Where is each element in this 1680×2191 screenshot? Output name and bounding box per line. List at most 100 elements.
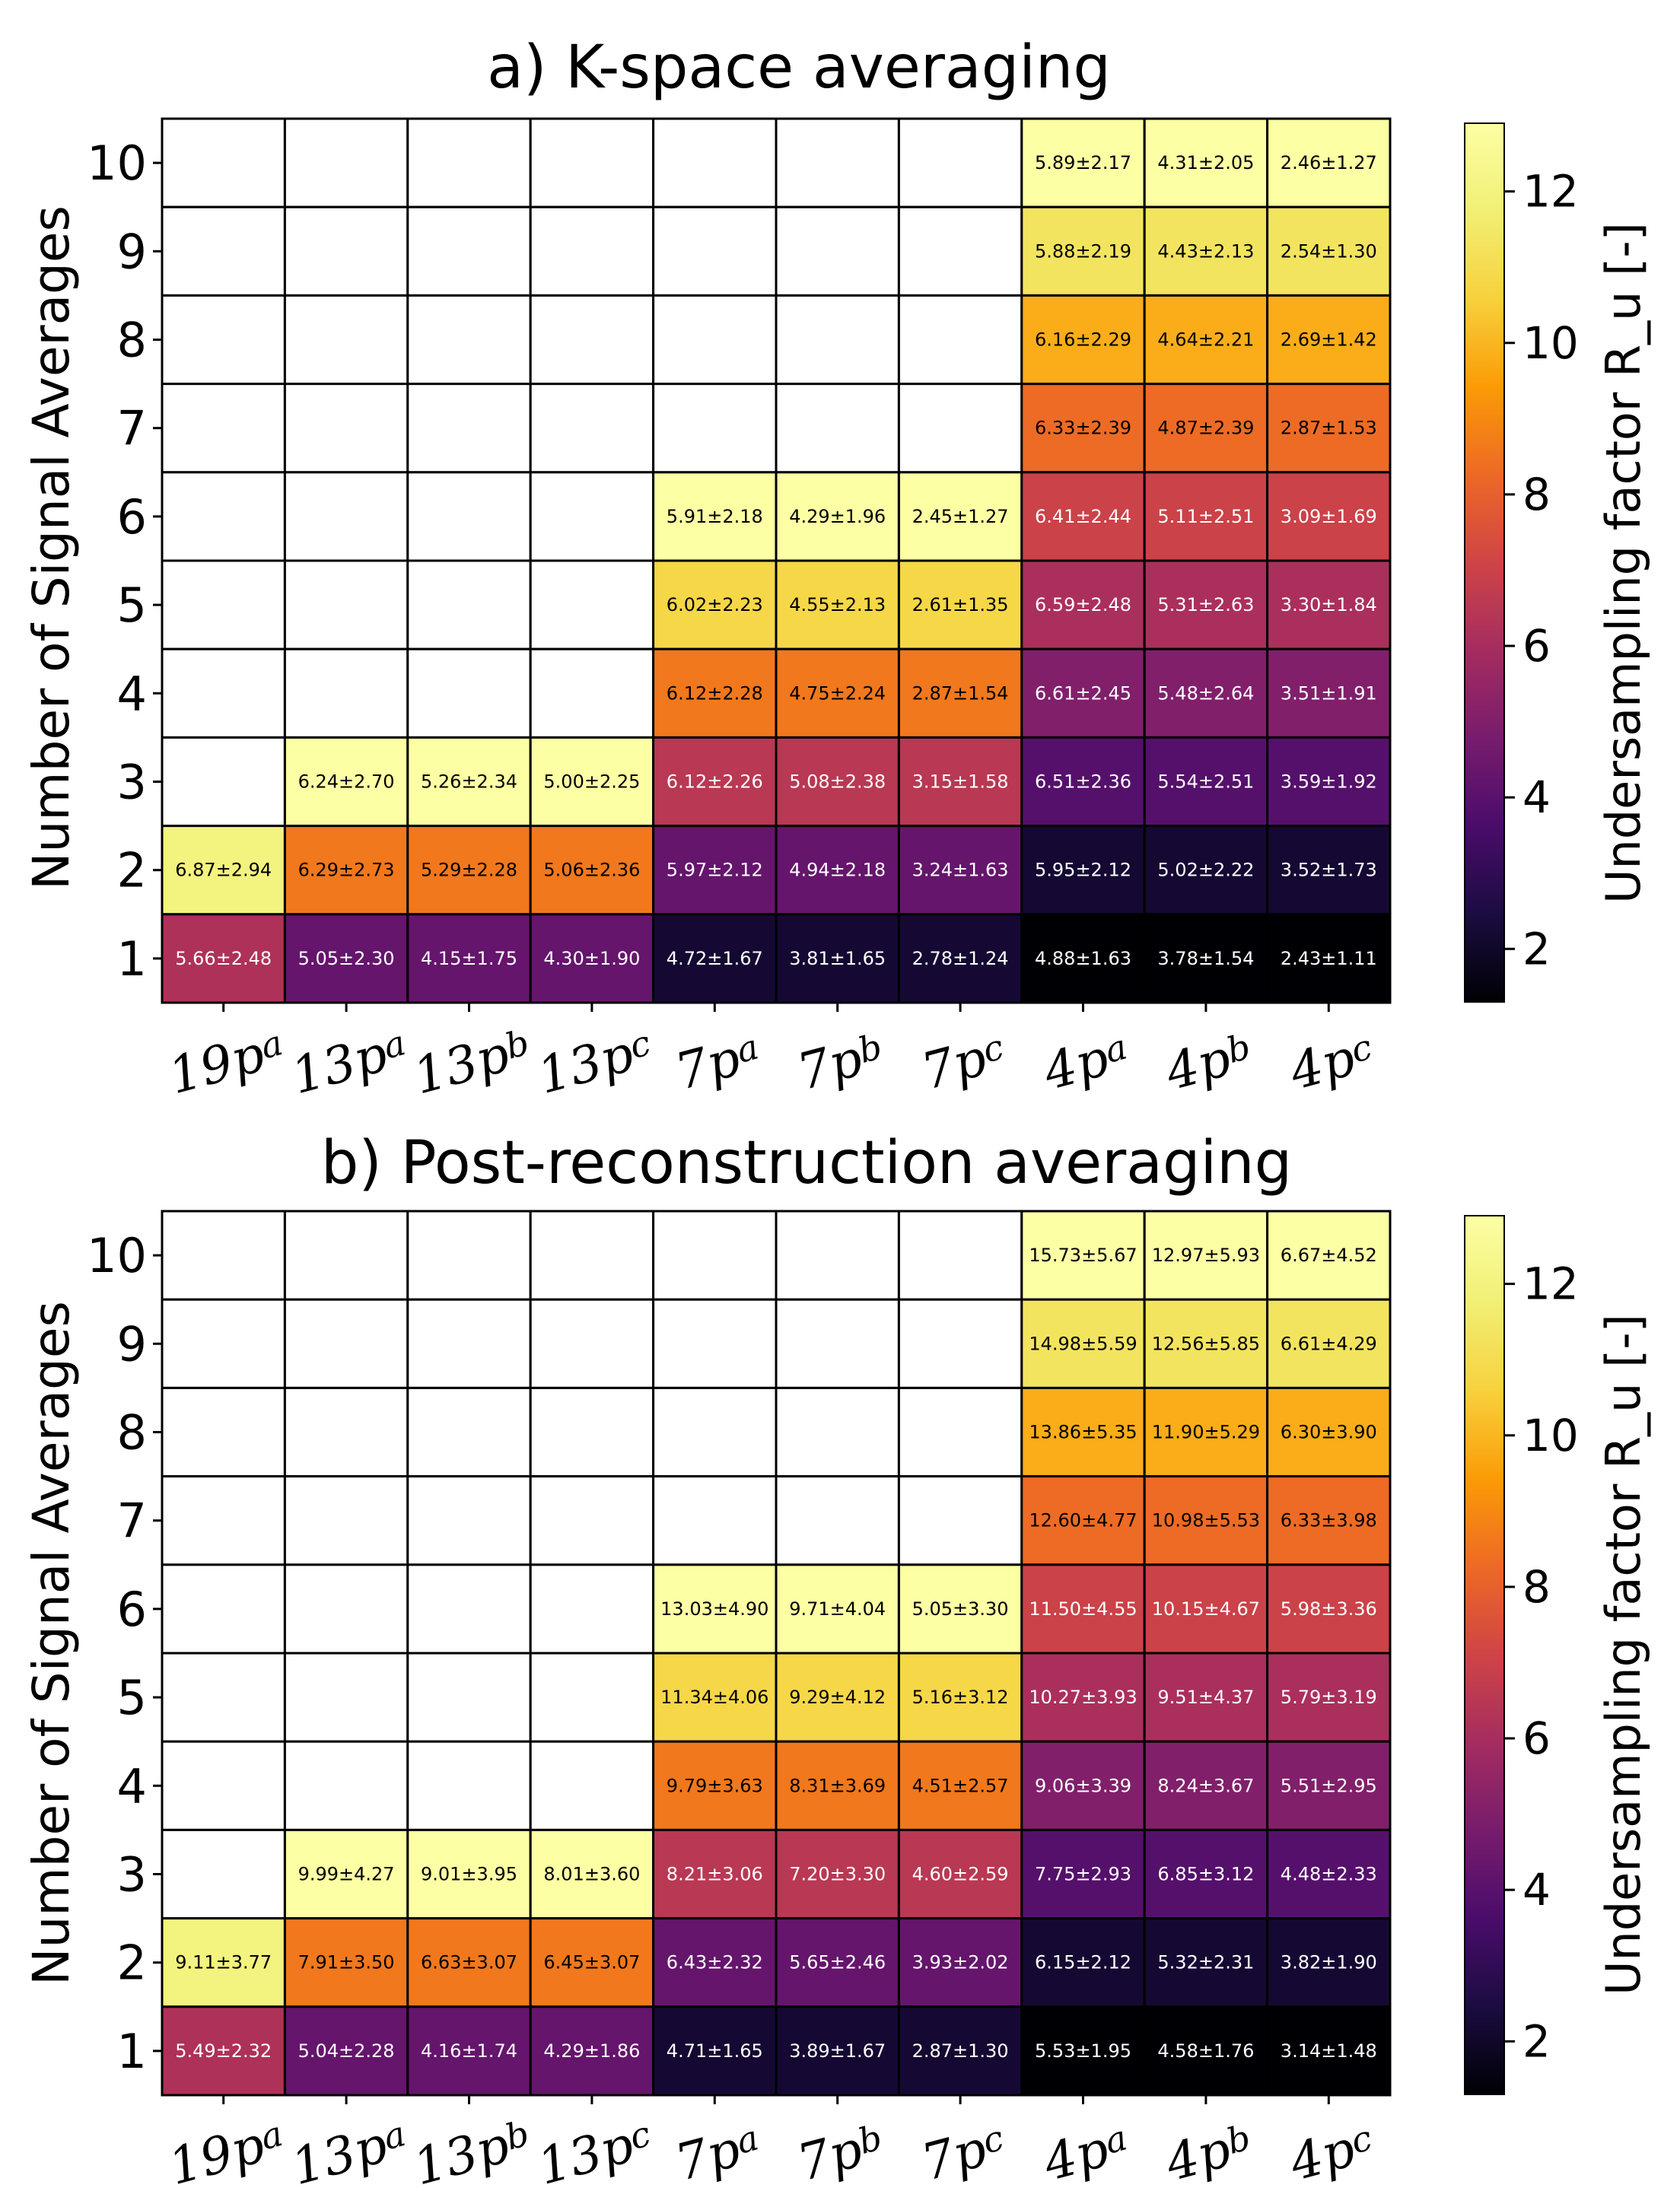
panel-a-colorbar [1464, 122, 1505, 1003]
panel-b-cell-label-r5-c6: 5.16±3.12 [912, 1687, 1009, 1708]
panel-a-cell-label-r4-c9: 3.09±1.69 [1281, 506, 1377, 527]
panel-b-cell-r4-c1 [283, 1563, 409, 1655]
panel-b-cell-label-r0-c9: 6.67±4.52 [1281, 1245, 1377, 1266]
panel-a-cell-label-r6-c4: 6.12±2.28 [667, 682, 763, 704]
panel-b-x-tick-5: 7pb [791, 2113, 890, 2191]
panel-a-cell-label-r8-c5: 4.94±2.18 [789, 860, 886, 881]
panel-b-cell-r8-c2 [406, 1917, 532, 2008]
panel-b-cell-r2-c2 [406, 1386, 532, 1478]
panel-a-cell-label-r9-c3: 4.30±1.90 [543, 948, 640, 969]
panel-b-cell-r9-c3 [529, 2005, 655, 2097]
panel-b-cell-r7-c0 [161, 1828, 286, 1920]
panel-b-cell-label-r3-c8: 10.98±5.53 [1152, 1510, 1260, 1531]
panel-b-cell-label-r9-c4: 4.71±1.65 [667, 2040, 763, 2062]
panel-b-cell-label-r7-c2: 9.01±3.95 [421, 1864, 517, 1885]
panel-b-cell-r5-c2 [406, 1652, 532, 1743]
panel-a-cell-r2-c2 [406, 294, 532, 386]
panel-b-y-axis-label: Number of Signal Averages [22, 1301, 81, 1986]
panel-b-cell-label-r0-c7: 15.73±5.67 [1029, 1245, 1137, 1266]
panel-a-cell-label-r0-c7: 5.89±2.17 [1035, 152, 1131, 173]
panel-a-cell-r0-c8 [1143, 117, 1269, 208]
panel-a-cell-r8-c6 [897, 825, 1023, 916]
panel-b-cell-label-r9-c3: 4.29±1.86 [543, 2040, 640, 2062]
panel-a-cell-r2-c3 [529, 294, 655, 386]
panel-a-x-tick-9: 4pc [1283, 1023, 1379, 1102]
panel-a-x-tick-7: 4pa [1037, 1023, 1135, 1102]
panel-a-cell-r9-c3 [529, 913, 655, 1004]
panel-b-cell-r3-c3 [529, 1475, 655, 1566]
panel-a-cell-r5-c0 [161, 559, 286, 650]
panel-b-cell-label-r9-c7: 5.53±1.95 [1035, 2040, 1131, 2062]
panel-b-grid: 15.73±5.67 12.97±5.93 6.67±4.52 14.98±5.59 1… [161, 1210, 1392, 2097]
panel-a-cell-label-r4-c8: 5.11±2.51 [1157, 506, 1254, 527]
panel-a-cell-r5-c1 [283, 559, 409, 650]
panel-a-cell-r1-c3 [529, 205, 655, 297]
panel-a-cell-label-r7-c5: 5.08±2.38 [789, 771, 886, 793]
panel-a-cell-r2-c1 [283, 294, 409, 386]
panel-a-x-tick-6: 7pc [915, 1023, 1011, 1102]
panel-a-cell-r9-c5 [775, 913, 900, 1004]
panel-a-cell-r1-c1 [283, 205, 409, 297]
panel-a-cell-r5-c9 [1266, 559, 1392, 650]
panel-b-cell-r3-c4 [652, 1475, 778, 1566]
panel-a-cell-r2-c5 [775, 294, 900, 386]
panel-a-cell-r8-c8 [1143, 825, 1269, 916]
panel-a-cell-label-r9-c8: 3.78±1.54 [1157, 948, 1254, 969]
panel-b-cell-label-r5-c5: 9.29±4.12 [789, 1687, 886, 1708]
panel-a-cell-label-r8-c7: 5.95±2.12 [1035, 860, 1131, 881]
panel-b-colorbar-tick-0: 2 [1522, 2015, 1551, 2067]
panel-a-cell-r5-c7 [1020, 559, 1146, 650]
panel-a-cell-r4-c3 [529, 471, 655, 562]
panel-b-cell-r9-c4 [652, 2005, 778, 2097]
panel-b-cell-label-r8-c4: 6.43±2.32 [667, 1952, 763, 1973]
panel-a-x-tick-4: 7pa [670, 1023, 767, 1102]
panel-b-cell-label-r8-c3: 6.45±3.07 [543, 1952, 640, 1973]
panel-a-cell-r7-c6 [897, 736, 1023, 828]
panel-a-cell-label-r5-c4: 6.02±2.23 [667, 594, 763, 615]
panel-a-cell-label-r6-c6: 2.87±1.54 [912, 682, 1009, 704]
panel-b-cell-r2-c8 [1143, 1386, 1269, 1478]
panel-a-cell-label-r7-c3: 5.00±2.25 [543, 771, 640, 793]
panel-a-title: a) K-space averaging [487, 33, 1111, 102]
panel-a-cell-r8-c5 [775, 825, 900, 916]
panel-b-cell-r8-c7 [1020, 1917, 1146, 2008]
panel-a-cell-r6-c7 [1020, 647, 1146, 739]
panel-b-cell-label-r7-c4: 8.21±3.06 [667, 1864, 763, 1885]
panel-a-cell-r9-c6 [897, 913, 1023, 1004]
panel-a: a) K-space averaging Number of Signal Av… [22, 33, 1651, 1106]
panel-a-cell-label-r0-c9: 2.46±1.27 [1281, 152, 1377, 173]
panel-b-cell-r1-c7 [1020, 1298, 1146, 1389]
panel-b-colorbar-tick-2: 6 [1522, 1712, 1551, 1764]
panel-a-cell-label-r8-c9: 3.52±1.73 [1281, 860, 1377, 881]
panel-a-cell-r5-c4 [652, 559, 778, 650]
panel-a-y-tick-6: 4 [117, 666, 147, 721]
panel-b-cell-r3-c2 [406, 1475, 532, 1566]
panel-b-cell-r0-c6 [897, 1210, 1023, 1301]
panel-a-y-tick-3: 7 [117, 401, 147, 456]
panel-b-title: b) Post-reconstruction averaging [321, 1129, 1292, 1197]
panel-b-cell-r1-c8 [1143, 1298, 1269, 1389]
panel-a-cell-label-r7-c7: 6.51±2.36 [1035, 771, 1131, 793]
panel-b-cell-label-r9-c5: 3.89±1.67 [789, 2040, 886, 2062]
panel-a-cell-r0-c5 [775, 117, 900, 208]
panel-a-cell-r6-c2 [406, 647, 532, 739]
panel-b-cell-label-r7-c5: 7.20±3.30 [789, 1864, 886, 1885]
panel-a-cell-r6-c8 [1143, 647, 1269, 739]
panel-a-cell-r0-c1 [283, 117, 409, 208]
panel-b-y-tick-6: 4 [117, 1758, 147, 1814]
panel-a-cell-r1-c6 [897, 205, 1023, 297]
panel-a-cell-r3-c2 [406, 383, 532, 474]
panel-a-cell-label-r8-c8: 5.02±2.22 [1157, 860, 1254, 881]
panel-b-cell-r4-c9 [1266, 1563, 1392, 1655]
panel-a-cell-label-r9-c9: 2.43±1.11 [1281, 948, 1377, 969]
panel-a-cell-label-r3-c9: 2.87±1.53 [1281, 418, 1377, 439]
panel-b-cell-label-r5-c8: 9.51±4.37 [1157, 1687, 1254, 1708]
panel-b-cell-label-r7-c9: 4.48±2.33 [1281, 1864, 1377, 1885]
panel-b-y-tick-4: 6 [117, 1582, 147, 1637]
panel-b-cell-r2-c6 [897, 1386, 1023, 1478]
panel-b-cell-r9-c6 [897, 2005, 1023, 2097]
panel-a-cell-r3-c5 [775, 383, 900, 474]
panel-b-x-tick-2: 13pb [408, 2110, 537, 2191]
panel-a-cell-r6-c6 [897, 647, 1023, 739]
